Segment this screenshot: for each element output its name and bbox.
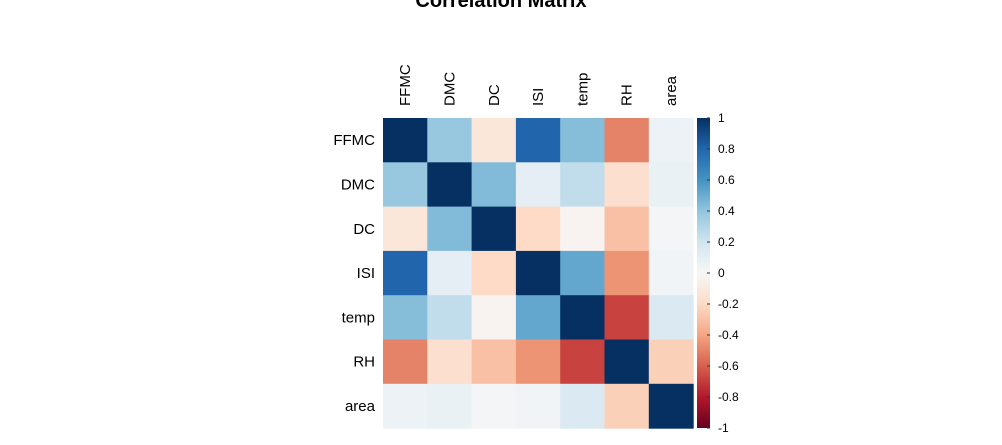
colorbar-tick-label: -0.2 [718, 297, 739, 311]
heatmap-cell-dmc-ffmc [383, 162, 428, 208]
heatmap-cell-dmc-dc [471, 162, 517, 208]
colorbar-tick-label: -0.6 [718, 359, 739, 373]
heatmap-cell-dmc-area [648, 162, 694, 208]
heatmap-cell-dc-temp [560, 206, 606, 252]
chart-title: Correlation Matrix [415, 0, 587, 12]
heatmap-cell-dc-dc [471, 206, 517, 252]
row-label-rh: RH [353, 354, 375, 371]
heatmap-cell-ffmc-dc [471, 118, 517, 163]
colorbar-tick-label: 0.2 [718, 235, 735, 249]
row-label-area: area [345, 398, 376, 415]
heatmap-cell-area-temp [560, 383, 606, 429]
row-label-temp: temp [342, 309, 375, 326]
colorbar-gradient [697, 118, 710, 428]
column-label-ffmc: FFMC [397, 64, 414, 106]
heatmap-cell-temp-dc [471, 295, 517, 341]
heatmap-cell-ffmc-isi [515, 118, 561, 163]
heatmap-cell-area-isi [515, 383, 561, 429]
heatmap-cell-dc-rh [604, 206, 650, 252]
heatmap-cell-rh-area [648, 339, 694, 385]
heatmap-cell-temp-rh [604, 295, 650, 341]
heatmap-cell-temp-isi [515, 295, 561, 341]
row-label-dmc: DMC [341, 177, 375, 194]
heatmap-cell-isi-ffmc [383, 250, 428, 296]
heatmap-cell-isi-dc [471, 250, 517, 296]
heatmap-cell-dmc-rh [604, 162, 650, 208]
heatmap-cell-isi-temp [560, 250, 606, 296]
heatmap-cell-dc-area [648, 206, 694, 252]
heatmap-cell-dmc-isi [515, 162, 561, 208]
row-label-ffmc: FFMC [333, 132, 375, 149]
heatmap-cell-area-area [648, 383, 694, 429]
heatmap-cell-rh-ffmc [383, 339, 428, 385]
row-label-isi: ISI [357, 265, 375, 282]
heatmap-cell-temp-temp [560, 295, 606, 341]
row-label-dc: DC [353, 221, 375, 238]
heatmap-cell-rh-rh [604, 339, 650, 385]
column-label-temp: temp [574, 73, 591, 106]
heatmap-cell-dmc-dmc [427, 162, 473, 208]
column-label-dmc: DMC [441, 72, 458, 106]
heatmap-cell-ffmc-temp [560, 118, 606, 163]
heatmap-cell-area-rh [604, 383, 650, 429]
heatmap-cell-rh-temp [560, 339, 606, 385]
heatmap-cell-ffmc-area [648, 118, 694, 163]
heatmap-cell-dc-dmc [427, 206, 473, 252]
colorbar-tick-label: -1 [718, 421, 729, 435]
heatmap-cell-temp-area [648, 295, 694, 341]
heatmap-cell-area-dmc [427, 383, 473, 429]
column-label-dc: DC [486, 84, 503, 106]
colorbar-tick-label: -0.8 [718, 390, 739, 404]
heatmap-cell-dmc-temp [560, 162, 606, 208]
colorbar-tick-label: 0.4 [718, 204, 735, 218]
colorbar-tick-label: 0.8 [718, 142, 735, 156]
heatmap-cell-ffmc-ffmc [383, 118, 428, 163]
heatmap-cell-rh-dc [471, 339, 517, 385]
heatmap-cell-area-ffmc [383, 383, 428, 429]
column-label-area: area [663, 75, 680, 106]
heatmap-cell-rh-dmc [427, 339, 473, 385]
heatmap-cell-dc-ffmc [383, 206, 428, 252]
heatmap-cell-rh-isi [515, 339, 561, 385]
heatmap-cell-isi-isi [515, 250, 561, 296]
heatmap-cell-temp-ffmc [383, 295, 428, 341]
heatmap-cell-isi-area [648, 250, 694, 296]
heatmap-cell-isi-dmc [427, 250, 473, 296]
heatmap-cell-ffmc-rh [604, 118, 650, 163]
heatmap-cell-isi-rh [604, 250, 650, 296]
column-label-rh: RH [619, 84, 636, 106]
column-label-isi: ISI [530, 88, 547, 106]
colorbar-tick-label: 1 [718, 111, 725, 125]
heatmap-cell-area-dc [471, 383, 517, 429]
heatmap-cell-dc-isi [515, 206, 561, 252]
colorbar-tick-label: 0.6 [718, 173, 735, 187]
colorbar-tick-label: 0 [718, 266, 725, 280]
heatmap-cell-temp-dmc [427, 295, 473, 341]
heatmap-cell-ffmc-dmc [427, 118, 473, 163]
colorbar-tick-label: -0.4 [718, 328, 739, 342]
